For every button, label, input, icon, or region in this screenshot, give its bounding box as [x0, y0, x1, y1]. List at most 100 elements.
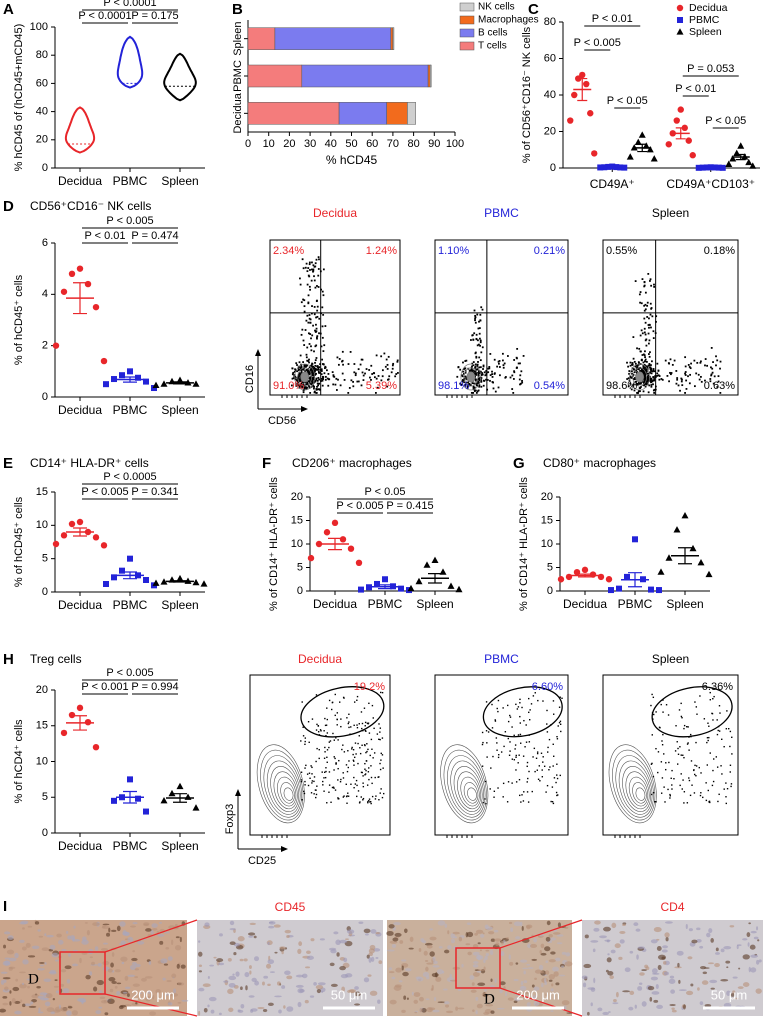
- flow-dot: [474, 351, 477, 354]
- flow-dot: [697, 373, 700, 376]
- flow-dot: [525, 741, 528, 743]
- flow-dot: [552, 713, 555, 715]
- flow-dot: [383, 352, 386, 355]
- y-axis-label: % of hCD45⁺ cells: [13, 274, 25, 365]
- tissue-texture: [750, 930, 757, 934]
- flow-dot: [545, 791, 547, 793]
- flow-dot: [637, 363, 640, 366]
- flow-dot: [689, 794, 692, 797]
- flow-dot: [675, 725, 677, 727]
- flow-dot: [330, 801, 332, 803]
- flow-dot: [501, 352, 504, 355]
- flow-dot: [712, 719, 714, 721]
- flow-dot: [385, 358, 388, 361]
- flow-dot: [353, 776, 355, 779]
- legend-label: Spleen: [689, 26, 722, 38]
- flow-dot: [525, 724, 527, 726]
- p-value: P = 0.994: [131, 681, 178, 693]
- tissue-texture: [470, 989, 477, 993]
- flow-dot: [304, 266, 307, 269]
- flow-dot: [326, 749, 329, 751]
- error-bar: [73, 527, 87, 537]
- flow-dot: [634, 378, 637, 380]
- flow-dot: [478, 366, 481, 369]
- flow-dot: [352, 385, 355, 388]
- tissue-texture: [662, 945, 669, 949]
- flow-dot: [502, 364, 505, 367]
- flow-dot: [314, 370, 316, 372]
- tissue-texture: [395, 967, 402, 973]
- flow-dot: [479, 339, 482, 342]
- tissue-texture: [102, 942, 108, 945]
- y-axis-label: % of CD14⁺ HLA-DR⁺ cells: [518, 477, 530, 611]
- flow-dot: [343, 379, 346, 381]
- tissue-texture: [107, 998, 115, 1005]
- flow-dot: [477, 381, 480, 384]
- tissue-texture: [116, 982, 122, 985]
- tissue-texture: [313, 982, 317, 986]
- tissue-texture: [321, 990, 324, 993]
- tissue-texture: [46, 1007, 55, 1013]
- tissue-texture: [37, 929, 41, 932]
- x-tick-label: 30: [304, 138, 316, 150]
- flow-dot: [459, 368, 462, 371]
- flow-dot: [651, 762, 653, 765]
- flow-dot: [652, 330, 655, 333]
- x-tick-label: Decidua: [58, 598, 102, 612]
- y-tick-label: 2: [42, 340, 48, 352]
- flow-dot: [726, 787, 729, 790]
- tissue-texture: [377, 999, 381, 1004]
- flow-dot: [647, 376, 650, 379]
- tissue-texture: [181, 999, 189, 1002]
- flow-dot: [479, 344, 481, 347]
- tissue-texture: [653, 999, 659, 1003]
- data-point: [634, 138, 642, 146]
- flow-dot: [644, 356, 646, 359]
- flow-dot: [627, 377, 630, 380]
- flow-dot: [313, 279, 316, 282]
- flow-dot: [324, 367, 326, 370]
- tissue-texture: [151, 927, 158, 931]
- flow-dot: [484, 374, 487, 377]
- tissue-texture: [21, 946, 27, 951]
- flow-dot: [358, 802, 361, 804]
- flow-dot: [676, 378, 679, 381]
- flow-dot: [517, 762, 519, 764]
- data-point: [374, 580, 380, 587]
- flow-dot: [296, 383, 299, 386]
- region-label: D: [28, 971, 39, 987]
- tissue-texture: [559, 974, 566, 977]
- flow-plot-title: PBMC: [484, 652, 519, 666]
- flow-dot: [485, 730, 488, 732]
- flow-dot: [680, 715, 683, 718]
- flow-dot: [316, 337, 318, 340]
- flow-dot: [308, 380, 310, 383]
- flow-dot: [632, 368, 635, 371]
- flow-dot: [369, 800, 372, 803]
- tissue-texture: [629, 950, 634, 954]
- tissue-texture: [135, 1001, 138, 1005]
- flow-dot: [708, 801, 710, 803]
- flow-dot: [507, 781, 510, 783]
- tissue-texture: [159, 940, 164, 945]
- flow-dot: [375, 795, 377, 797]
- y-tick-label: 0: [547, 585, 553, 597]
- flow-dot: [644, 291, 647, 294]
- tissue-texture: [477, 942, 481, 945]
- flow-dot: [461, 380, 464, 383]
- flow-dot: [648, 353, 650, 355]
- flow-dot: [311, 718, 314, 720]
- tissue-texture: [548, 934, 553, 938]
- legend-label: NK cells: [478, 2, 515, 13]
- flow-dot: [362, 782, 364, 784]
- tissue-texture: [248, 995, 255, 998]
- axis-arrow: [237, 794, 283, 850]
- flow-dot: [684, 372, 686, 375]
- flow-dot: [302, 339, 305, 342]
- flow-dot: [479, 359, 482, 362]
- tissue-texture: [548, 959, 556, 963]
- flow-dot: [381, 737, 384, 739]
- bar-segment: [338, 102, 387, 125]
- flow-dot: [308, 361, 310, 364]
- tissue-texture: [249, 965, 252, 969]
